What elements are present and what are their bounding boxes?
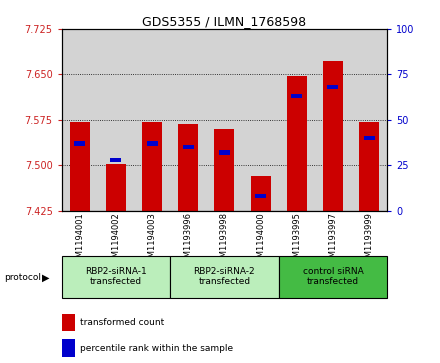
Text: ▶: ▶ — [42, 273, 49, 283]
Bar — [255, 194, 266, 198]
Text: control siRNA
transfected: control siRNA transfected — [303, 267, 363, 286]
Bar — [62, 256, 170, 298]
Bar — [70, 122, 90, 211]
Text: percentile rank within the sample: percentile rank within the sample — [80, 344, 233, 353]
Bar — [242, 29, 279, 211]
Bar — [62, 339, 75, 357]
Bar — [279, 29, 315, 211]
Bar — [214, 129, 235, 211]
Bar — [291, 94, 302, 98]
Bar — [170, 29, 206, 211]
Bar — [287, 76, 307, 211]
Bar — [183, 145, 194, 149]
Bar — [315, 29, 351, 211]
Bar — [170, 256, 279, 298]
Bar — [110, 158, 121, 162]
Bar — [62, 314, 75, 331]
Bar — [142, 122, 162, 211]
Text: protocol: protocol — [4, 273, 41, 282]
Bar — [363, 136, 374, 140]
Bar — [359, 122, 379, 211]
Bar — [98, 29, 134, 211]
Bar — [134, 29, 170, 211]
Title: GDS5355 / ILMN_1768598: GDS5355 / ILMN_1768598 — [142, 15, 307, 28]
Text: RBP2-siRNA-2
transfected: RBP2-siRNA-2 transfected — [194, 267, 255, 286]
Bar — [74, 141, 85, 146]
Bar — [147, 141, 158, 146]
Bar — [178, 124, 198, 211]
Text: RBP2-siRNA-1
transfected: RBP2-siRNA-1 transfected — [85, 267, 147, 286]
Bar — [206, 29, 242, 211]
Bar — [251, 176, 271, 211]
Bar — [279, 256, 387, 298]
Bar — [106, 164, 126, 211]
Bar — [62, 29, 98, 211]
Text: transformed count: transformed count — [80, 318, 164, 327]
Bar — [327, 85, 338, 89]
Bar — [323, 61, 343, 211]
Bar — [219, 150, 230, 155]
Bar — [351, 29, 387, 211]
